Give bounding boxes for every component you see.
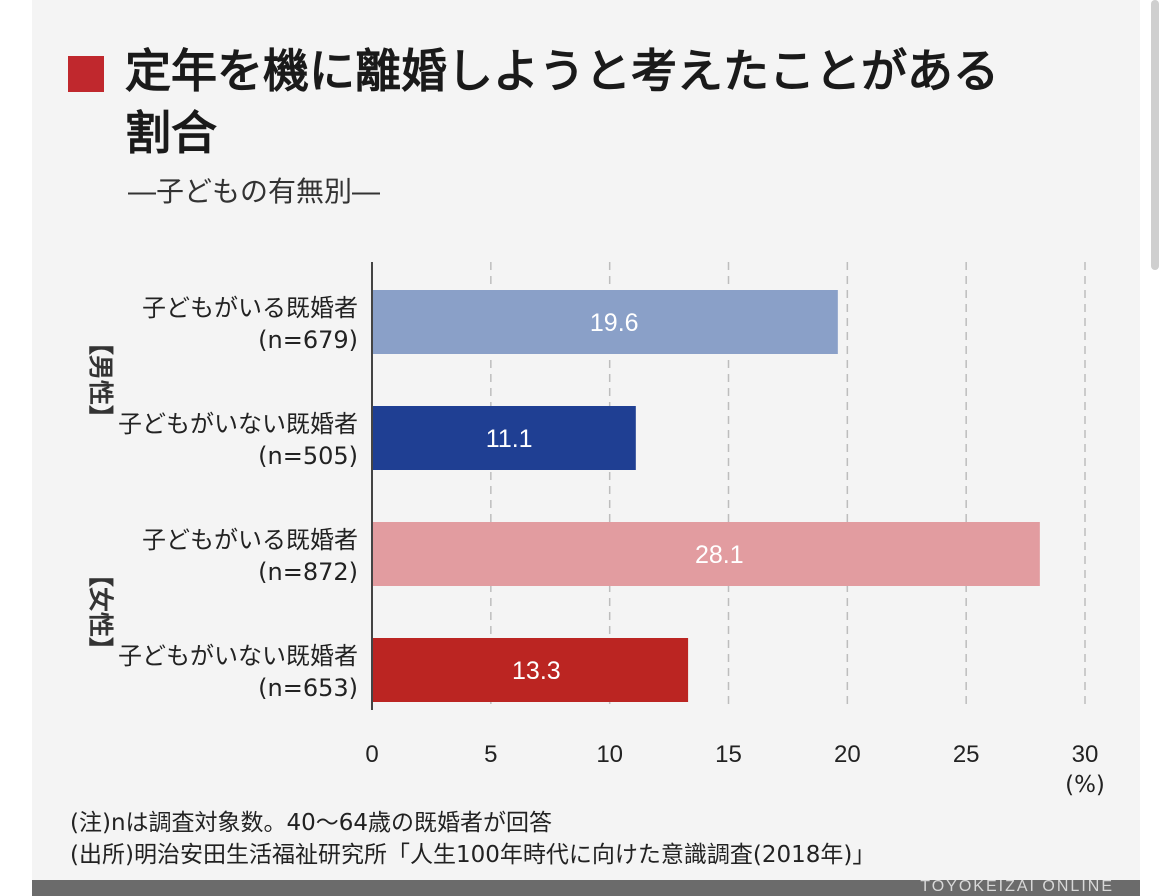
x-unit-label: (%) [1065, 772, 1105, 798]
bar-0[interactable] [372, 290, 838, 354]
bar-1[interactable] [372, 406, 636, 470]
bar-chart: 19.6 11.1 28.1 13.3 子どもがいる既婚者(n=679) 子どもがいない既… [86, 262, 1105, 798]
chart-title: 定年を機に離婚しようと考えたことがある割合 [125, 44, 999, 160]
x-tick-label-0: 0 [365, 741, 378, 768]
category-label-2: 子どもがいる既婚者(n=872) [142, 526, 358, 586]
footnote-source: (出所)明治安田生活福祉研究所「人生100年時代に向けた意識調査(2018年)」 [70, 842, 876, 868]
chart-subtitle: ―子どもの有無別― [128, 175, 381, 208]
scrollbar[interactable] [1151, 0, 1159, 270]
data-label-0: 19.6 [590, 309, 639, 337]
category-label-3: 子どもがいない既婚者(n=653) [118, 642, 358, 702]
x-tick-label-20: 20 [834, 741, 861, 768]
footer-bar: TOYOKEIZAI ONLINE [32, 880, 1140, 896]
group-label-0: 【男性】 [86, 330, 115, 430]
data-label-3: 13.3 [512, 657, 561, 685]
bar-2[interactable] [372, 522, 1040, 586]
x-tick-label-15: 15 [715, 741, 742, 768]
footnote-note: (注)nは調査対象数。40〜64歳の既婚者が回答 [70, 810, 553, 836]
x-tick-label-30: 30 [1072, 741, 1099, 768]
brand-logo-text: TOYOKEIZAI ONLINE [920, 880, 1114, 895]
title-marker-square [68, 56, 104, 92]
x-tick-label-10: 10 [596, 741, 623, 768]
x-tick-label-5: 5 [484, 741, 497, 768]
category-label-1: 子どもがいない既婚者(n=505) [118, 410, 358, 470]
bar-3[interactable] [372, 638, 689, 702]
x-tick-label-25: 25 [953, 741, 980, 768]
data-label-1: 11.1 [486, 425, 533, 453]
group-label-1: 【女性】 [86, 562, 115, 662]
category-label-0: 子どもがいる既婚者(n=679) [142, 294, 358, 354]
data-label-2: 28.1 [695, 541, 744, 569]
